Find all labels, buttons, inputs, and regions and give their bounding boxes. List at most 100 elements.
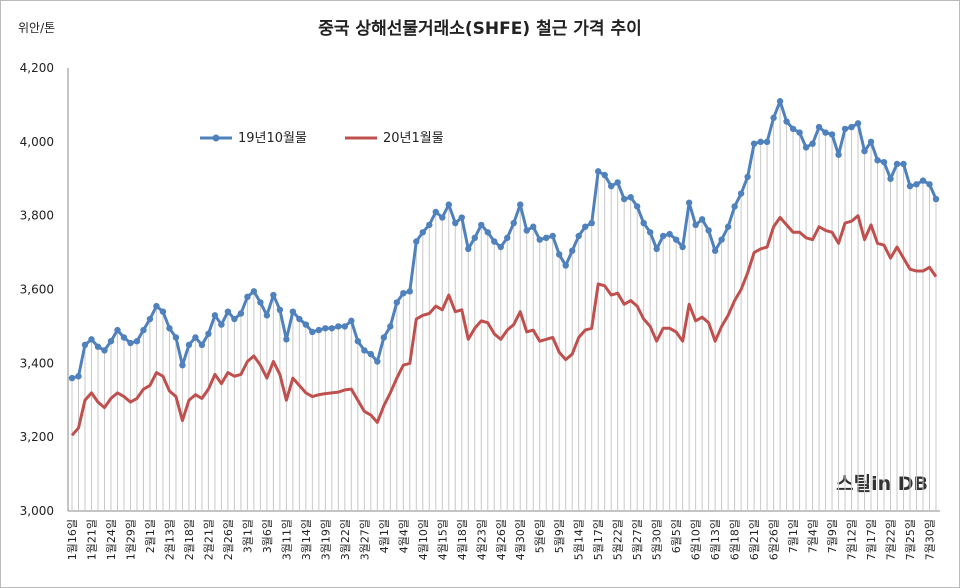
point <box>569 247 576 254</box>
point <box>250 288 258 295</box>
point <box>153 302 160 310</box>
point <box>770 114 777 122</box>
x-tick-label: 2월18일 <box>182 519 196 560</box>
point <box>627 194 634 201</box>
point <box>536 236 543 243</box>
x-tick-label: 3월19일 <box>318 519 332 560</box>
point <box>731 203 738 210</box>
x-tick-label: 1월21일 <box>84 519 98 560</box>
point <box>588 219 595 227</box>
point <box>757 138 764 146</box>
point <box>257 299 264 306</box>
point <box>302 321 310 328</box>
legend-marker <box>212 134 220 142</box>
point <box>296 315 303 323</box>
point <box>607 182 615 190</box>
point <box>763 138 771 146</box>
point <box>361 347 368 354</box>
point <box>517 201 524 208</box>
point <box>646 229 654 236</box>
point <box>783 118 790 125</box>
point <box>309 328 316 336</box>
x-tick-label: 1월16일 <box>65 519 79 560</box>
point <box>724 223 732 230</box>
point <box>562 262 569 269</box>
point <box>841 125 849 133</box>
point <box>523 227 530 234</box>
point <box>776 98 784 105</box>
x-tick-label: 4월10일 <box>416 519 430 560</box>
point <box>140 326 147 334</box>
point <box>543 234 550 242</box>
point <box>439 214 446 221</box>
point <box>198 341 206 349</box>
point <box>893 160 901 168</box>
x-tick-label: 2월21일 <box>201 519 215 560</box>
x-tick-label: 5월30일 <box>650 519 664 560</box>
point <box>679 243 686 251</box>
point <box>913 181 920 188</box>
point <box>530 223 537 230</box>
x-tick-label: 5월17일 <box>591 519 605 560</box>
x-tick-label: 6월26일 <box>767 519 781 560</box>
point <box>367 350 375 358</box>
point <box>828 131 836 138</box>
point <box>172 334 180 341</box>
legend: 19년10월물 20년1월물 <box>200 131 444 146</box>
point <box>159 308 167 315</box>
point <box>640 219 647 227</box>
x-tick-label: 3월11일 <box>279 519 293 560</box>
point <box>322 325 329 332</box>
point <box>848 123 855 131</box>
x-tick-label: 7월22일 <box>884 519 898 560</box>
x-tick-label: 5월27일 <box>630 519 644 560</box>
point <box>94 343 102 350</box>
point <box>192 334 199 341</box>
point <box>289 308 297 315</box>
x-tick-label: 3월6일 <box>260 519 274 553</box>
point <box>335 323 342 330</box>
point <box>244 293 251 301</box>
point <box>685 199 693 206</box>
point <box>263 312 271 319</box>
point <box>861 147 868 155</box>
point <box>504 234 511 242</box>
point <box>452 219 459 227</box>
point <box>458 214 465 221</box>
point <box>68 374 76 382</box>
point <box>283 336 290 343</box>
x-tick-label: 7월1일 <box>786 519 800 553</box>
point <box>465 245 472 253</box>
point <box>932 195 940 203</box>
y-tick-label: 3,600 <box>20 283 54 297</box>
point <box>854 120 862 127</box>
point <box>737 190 745 197</box>
point <box>81 341 89 349</box>
point <box>549 232 556 240</box>
point <box>835 151 842 158</box>
point <box>185 341 193 349</box>
point <box>867 138 875 146</box>
point <box>231 315 238 323</box>
point <box>88 336 95 343</box>
x-tick-label: 7월9일 <box>825 519 839 553</box>
point <box>874 157 881 164</box>
x-tick-label: 2월13일 <box>162 519 176 560</box>
point <box>491 238 498 245</box>
point <box>666 230 673 238</box>
point <box>594 168 602 175</box>
point <box>796 129 803 136</box>
x-tick-label: 7월12일 <box>845 519 859 560</box>
x-tick-label: 4월15일 <box>435 519 449 560</box>
point <box>815 123 823 131</box>
x-tick-label: 4월18일 <box>455 519 469 560</box>
point <box>432 208 439 216</box>
point <box>471 234 478 242</box>
watermark: 스틸in DB <box>836 473 928 495</box>
x-tick-label: 7월25일 <box>903 519 917 560</box>
point <box>166 325 173 332</box>
point <box>659 232 667 240</box>
x-tick-label: 5월9일 <box>552 519 566 553</box>
point <box>224 308 232 315</box>
point <box>354 337 362 345</box>
